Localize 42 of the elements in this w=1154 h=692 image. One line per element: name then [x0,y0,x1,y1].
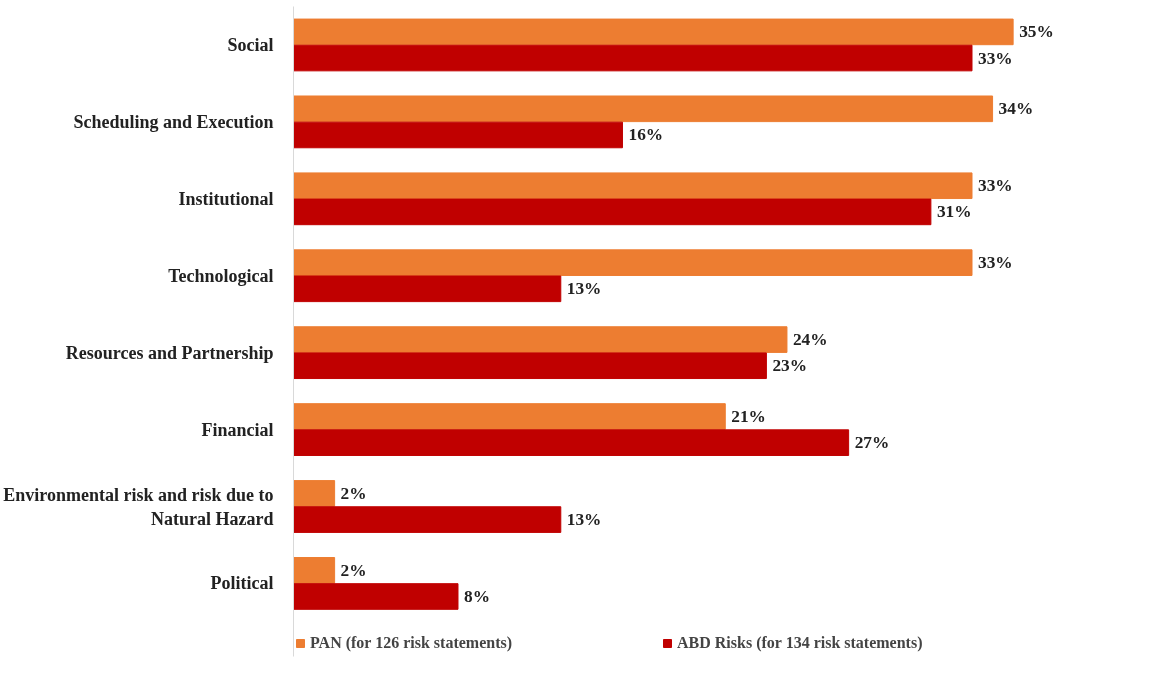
data-label: 35% [1019,22,1054,42]
y-tick-label: Environmental risk and risk due to Natural Hazard [3,484,274,529]
data-label: 31% [936,202,972,222]
bar [293,95,994,123]
data-label: 33% [978,48,1013,68]
data-label: 24% [792,330,828,350]
y-tick-label: Institutional [178,188,274,209]
bar [293,121,623,149]
legend-label: ABD Risks (for 134 risk statements) [677,634,923,652]
bar [293,172,973,200]
y-tick-label: Political [210,573,274,594]
bar [293,506,562,533]
data-label: 13% [566,510,602,530]
bar [293,249,973,276]
data-label: 2% [340,560,367,580]
data-label: 8% [463,587,490,606]
y-tick-label: Resources and Partnership [65,342,274,363]
bar [293,557,336,584]
y-tick-label: Scheduling and Execution [73,111,274,132]
bar [293,403,726,430]
y-tick-label: Social [227,34,274,55]
y-tick-label: Financial [201,419,274,440]
data-label: 13% [566,279,602,299]
data-label: 2% [340,483,367,503]
bar [293,480,336,507]
data-label: 33% [978,176,1013,196]
data-label: 33% [978,253,1013,273]
bar [293,583,459,610]
legend-label: PAN (for 126 risk statements) [310,634,513,652]
bar [293,352,767,380]
bar [293,198,932,226]
bar [293,429,850,456]
data-label: 34% [998,99,1034,119]
data-label: 21% [731,407,766,426]
data-label: 27% [854,433,890,453]
data-label: 16% [628,125,664,145]
bar [293,44,973,72]
bar [293,18,1014,46]
bar [293,326,788,353]
bar [293,275,562,303]
y-tick-label: Technological [168,265,274,286]
data-label: 23% [772,356,808,376]
